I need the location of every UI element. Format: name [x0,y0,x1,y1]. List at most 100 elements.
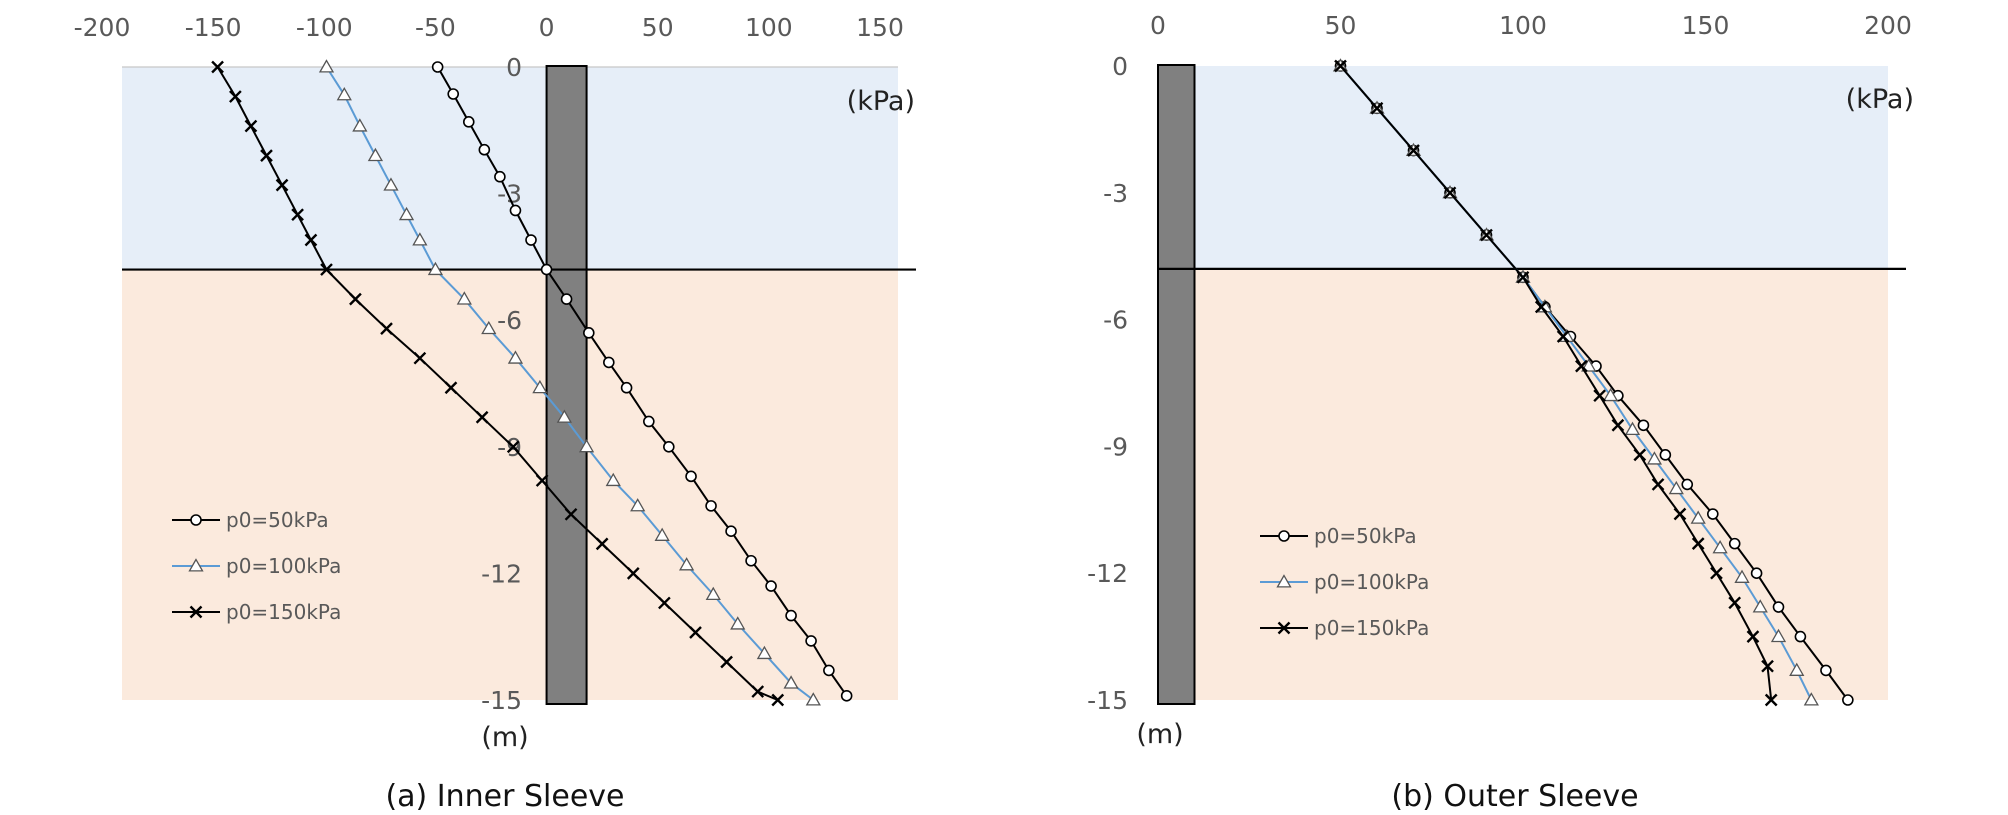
figure-caption: (a) Inner Sleeve [385,779,624,814]
y-tick-label: -15 [481,686,522,715]
data-point [1611,418,1625,432]
data-point [509,204,522,217]
data-point [745,554,757,567]
legend: p0=50kPa p0=100kPa p0=150kPa [1260,524,1429,640]
chart-panel-inner-sleeve: -200 -150 -100 -50 0 50 100 150 0 -3 -6 -9 -12 -15 (kP… [74,13,916,814]
upper-soil-layer [1158,66,1888,269]
x-tick-label: 0 [539,13,555,42]
data-point [1681,478,1694,491]
data-point [1842,694,1854,706]
data-point [189,605,203,619]
x-tick-label: -200 [74,13,131,42]
data-point [1746,630,1760,643]
data-point [275,178,289,192]
y-tick-label: -15 [1087,686,1128,715]
x-tick-label: 50 [1325,11,1357,40]
x-tick-label: -150 [185,13,242,42]
y-tick-label: -12 [1087,559,1128,588]
data-point [1278,530,1290,542]
data-point [771,693,785,707]
data-point [765,580,777,592]
legend-label: p0=100kPa [226,554,341,578]
figure-caption: (b) Outer Sleeve [1391,779,1638,814]
data-point [1728,596,1742,610]
data-point [532,379,548,394]
data-point [352,118,368,132]
data-point [1602,387,1619,402]
data-point [383,177,399,191]
data-point [783,675,799,689]
data-point [705,500,717,512]
x-unit-label: (kPa) [1846,84,1914,115]
data-point [444,381,458,395]
legend-item: p0=150kPa [1260,616,1429,640]
y-tick-label: -12 [481,559,522,588]
data-point [1803,692,1819,706]
data-point [643,415,655,428]
data-point [320,263,333,276]
sleeve-wall [545,65,588,705]
data-point [1659,449,1672,461]
data-point [1772,601,1785,613]
data-point [756,645,773,660]
data-point [840,689,853,702]
data-point [260,149,273,162]
x-tick-label: 200 [1864,11,1912,40]
data-point [478,143,491,156]
data-point [1633,448,1647,462]
data-point [1581,358,1597,372]
data-point [1637,419,1650,432]
x-tick-label: -50 [415,13,456,42]
data-point [658,596,671,610]
data-point [229,90,242,103]
data-point [605,472,621,487]
data-point [564,507,578,521]
data-point [525,234,537,246]
y-tick-label: -3 [497,180,522,209]
x-unit-label: (kPa) [847,86,915,117]
y-tick-label: 0 [1112,52,1128,81]
y-tick-label: -9 [497,433,522,462]
data-point [1820,664,1832,677]
x-tick-label: -100 [296,13,353,42]
data-point [349,292,362,306]
series-circle [431,61,853,702]
data-point [689,626,702,639]
lower-soil-layer [122,269,898,700]
data-point [336,87,352,101]
legend-label: p0=150kPa [226,600,341,624]
legend: p0=50kPa p0=100kPa p0=150kPa [172,508,341,624]
sleeve-wall [1157,64,1196,705]
data-point [663,440,675,453]
legend-item: p0=150kPa [172,600,341,624]
data-point [1370,101,1384,115]
data-point [380,322,393,335]
data-point [462,116,475,128]
data-point [412,232,428,246]
data-point [1761,659,1774,673]
x-tick-label: 150 [1682,11,1730,40]
data-point [1480,228,1493,242]
legend-label: p0=50kPa [1314,524,1417,548]
data-point [494,170,506,183]
data-point [1712,540,1728,554]
y-unit-label: (m) [1136,719,1183,750]
data-point [1752,599,1768,613]
x-tick-label: 0 [1150,11,1166,40]
data-point [304,233,318,247]
y-tick-label: -3 [1103,179,1128,208]
data-point [1516,270,1530,284]
data-point [1668,480,1684,495]
data-point [535,474,549,487]
data-point [211,60,224,74]
data-point [730,616,746,630]
data-point [367,147,384,162]
data-point [1734,569,1750,583]
series-line [1339,65,1773,701]
data-point [1443,186,1457,200]
data-point [823,664,835,677]
data-point [475,410,489,424]
data-point [785,609,797,622]
data-point [578,438,595,453]
x-tick-label: 100 [1499,11,1547,40]
